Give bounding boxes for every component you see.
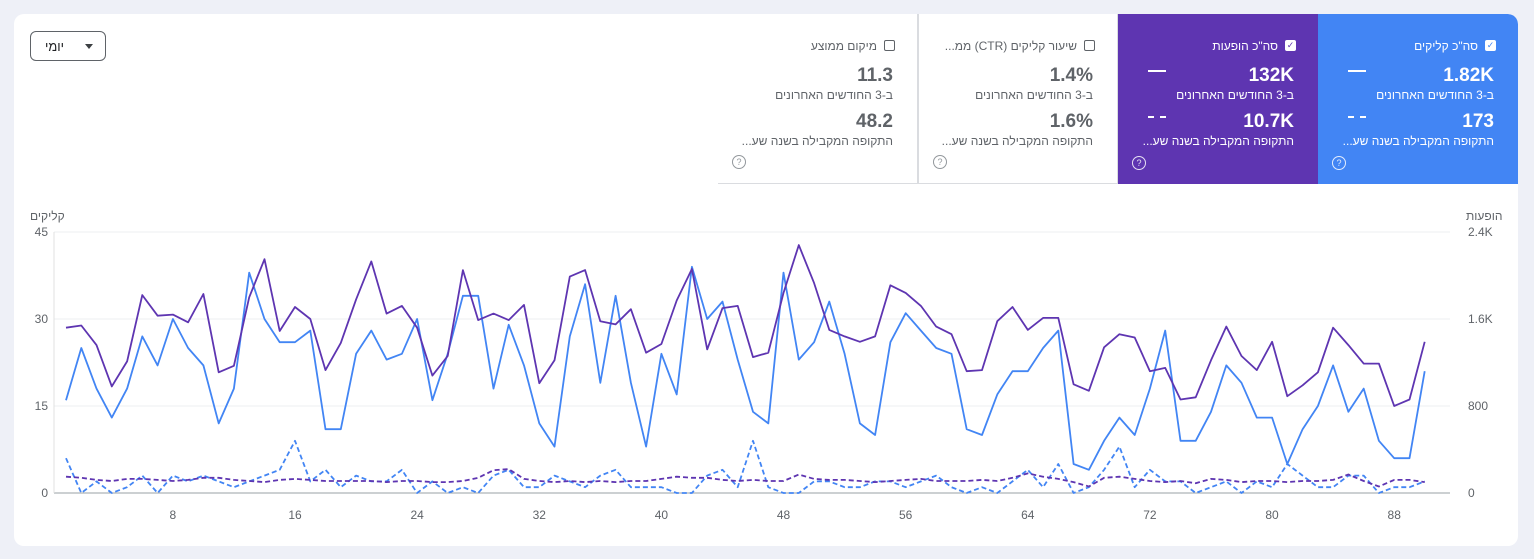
legend-dashed-line-icon xyxy=(1348,116,1366,118)
performance-card: 0 0 15 800 30 1.6K 45 2.4K קליקים הופעות 8 16 24 32 40… xyxy=(14,14,1518,546)
metric-value-current: 1.4% xyxy=(1049,65,1093,86)
x-tick-label: 72 xyxy=(1143,508,1157,522)
metric-label-current: ב-3 החודשים האחרונים xyxy=(1176,88,1294,102)
metric-value-previous: 1.6% xyxy=(1049,111,1093,132)
legend-solid-line-icon xyxy=(1148,70,1166,72)
series-line-clicks-previous xyxy=(65,439,1426,494)
performance-chart: 0 0 15 800 30 1.6K 45 2.4K קליקים הופעות 8 16 24 32 40… xyxy=(30,209,1502,522)
metric-label-current: ב-3 החודשים האחרונים xyxy=(975,88,1093,102)
metric-label-current: ב-3 החודשים האחרונים xyxy=(1376,88,1494,102)
help-icon[interactable]: ? xyxy=(732,155,746,169)
checkbox-checked-icon[interactable]: ✓ xyxy=(1485,40,1496,51)
y-right-tick-label: 800 xyxy=(1468,399,1488,413)
help-icon[interactable]: ? xyxy=(933,155,947,169)
granularity-label: יומי xyxy=(45,38,65,54)
metric-title: סה"כ קליקים xyxy=(1414,39,1478,53)
chart-axes: 0 0 15 800 30 1.6K 45 2.4K קליקים הופעות 8 16 24 32 40… xyxy=(30,209,1502,522)
metric-value-previous: 173 xyxy=(1462,111,1494,132)
chart-series xyxy=(65,244,1426,494)
y-left-tick-label: 0 xyxy=(41,486,48,500)
checkbox-checked-icon[interactable]: ✓ xyxy=(1285,40,1296,51)
y-right-axis-label: הופעות xyxy=(1466,209,1502,223)
metric-label-previous: התקופה המקבילה בשנה שע... xyxy=(941,134,1093,148)
x-tick-label: 56 xyxy=(899,508,913,522)
chevron-down-icon xyxy=(85,43,93,49)
metric-tiles: ✓ סה"כ קליקים 1.82K ב-3 החודשים האחרונים… xyxy=(718,14,1518,184)
metric-value-previous: 10.7K xyxy=(1243,111,1294,132)
metric-tile-impressions[interactable]: ✓ סה"כ הופעות 132K ב-3 החודשים האחרונים … xyxy=(1118,14,1318,184)
metric-label-current: ב-3 החודשים האחרונים xyxy=(775,88,893,102)
help-icon[interactable]: ? xyxy=(1332,156,1346,170)
x-tick-label: 40 xyxy=(655,508,669,522)
series-line-clicks-current xyxy=(65,265,1426,471)
checkbox-unchecked-icon[interactable] xyxy=(884,40,895,51)
metric-tile-position[interactable]: מיקום ממוצע 11.3 ב-3 החודשים האחרונים 48… xyxy=(718,14,918,184)
y-left-axis-label: קליקים xyxy=(30,209,65,223)
metric-value-current: 1.82K xyxy=(1443,65,1494,86)
metric-value-current: 11.3 xyxy=(857,65,893,86)
metric-tile-clicks[interactable]: ✓ סה"כ קליקים 1.82K ב-3 החודשים האחרונים… xyxy=(1318,14,1518,184)
metric-title: מיקום ממוצע xyxy=(810,39,877,53)
metric-label-previous: התקופה המקבילה בשנה שע... xyxy=(1342,134,1494,148)
y-left-tick-label: 45 xyxy=(35,225,49,239)
metric-label-previous: התקופה המקבילה בשנה שע... xyxy=(1142,134,1294,148)
x-tick-label: 24 xyxy=(410,508,424,522)
x-tick-label: 8 xyxy=(170,508,177,522)
checkbox-unchecked-icon[interactable] xyxy=(1084,40,1095,51)
metric-title: סה"כ הופעות xyxy=(1212,39,1278,53)
legend-dashed-line-icon xyxy=(1148,116,1166,118)
x-tick-label: 80 xyxy=(1265,508,1279,522)
x-tick-label: 64 xyxy=(1021,508,1035,522)
y-right-tick-label: 0 xyxy=(1468,486,1475,500)
metric-tile-ctr[interactable]: שיעור קליקים (CTR) ממ... 1.4% ב-3 החודשי… xyxy=(918,14,1118,184)
chart-grid xyxy=(53,231,1450,494)
metric-value-current: 132K xyxy=(1248,65,1294,86)
y-right-tick-label: 1.6K xyxy=(1468,312,1493,326)
help-icon[interactable]: ? xyxy=(1132,156,1146,170)
y-left-tick-label: 30 xyxy=(35,312,49,326)
series-line-impressions-previous xyxy=(65,468,1425,488)
x-tick-label: 16 xyxy=(288,508,302,522)
legend-solid-line-icon xyxy=(1348,70,1366,72)
metric-value-previous: 48.2 xyxy=(856,111,893,132)
y-right-tick-label: 2.4K xyxy=(1468,225,1493,239)
metric-title: שיעור קליקים (CTR) ממ... xyxy=(944,39,1077,53)
y-left-tick-label: 15 xyxy=(35,399,49,413)
x-tick-label: 48 xyxy=(777,508,791,522)
granularity-dropdown[interactable]: יומי xyxy=(30,31,106,61)
x-tick-label: 88 xyxy=(1388,508,1402,522)
metric-label-previous: התקופה המקבילה בשנה שע... xyxy=(741,134,893,148)
series-line-impressions-current xyxy=(65,244,1426,407)
x-tick-label: 32 xyxy=(533,508,547,522)
